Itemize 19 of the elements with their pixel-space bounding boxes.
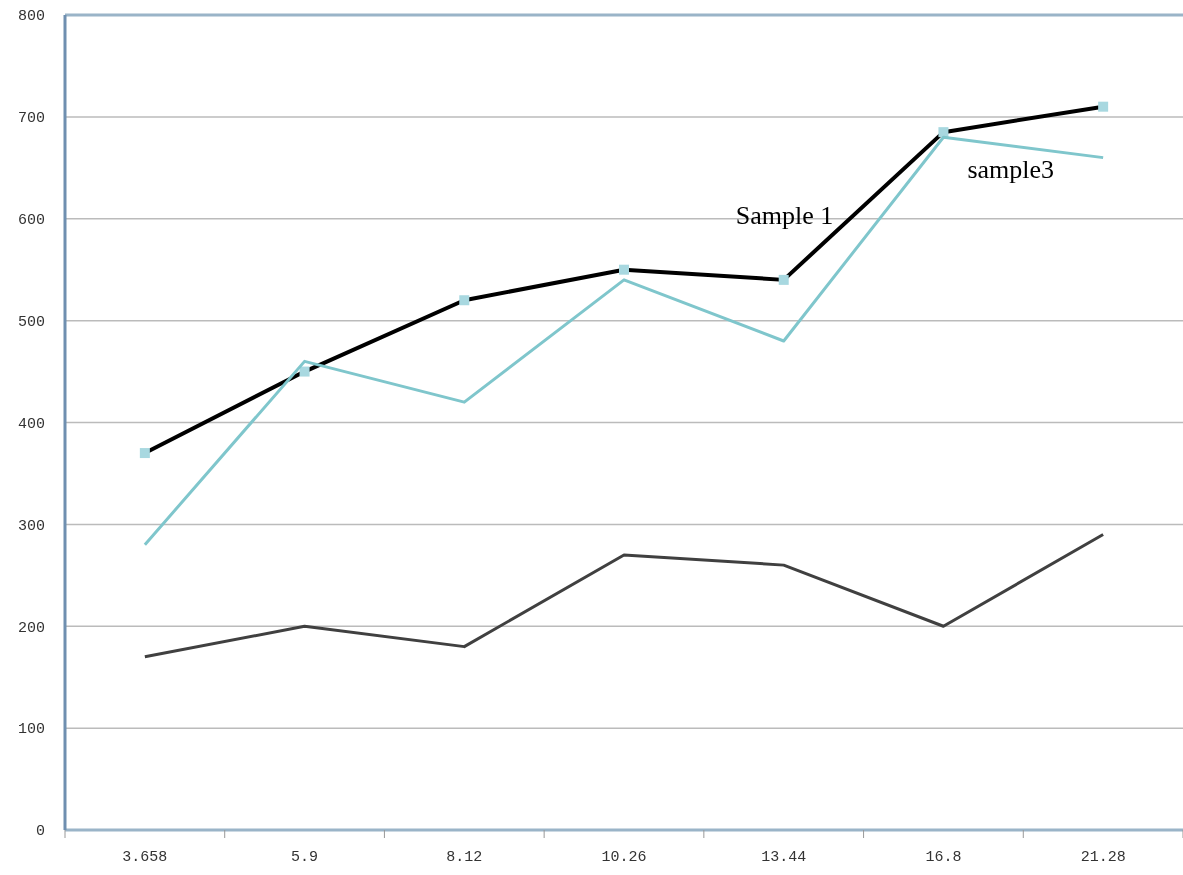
- x-tick-label: 21.28: [1080, 849, 1126, 866]
- y-tick-label: 100: [17, 721, 45, 739]
- x-tick-label: 3.658: [122, 849, 168, 866]
- x-tick-label: 5.9: [291, 849, 319, 866]
- y-tick-label: 300: [17, 517, 45, 535]
- y-tick-label: 600: [17, 212, 45, 229]
- x-tick-label: 10.26: [601, 849, 647, 866]
- series-label: Sample 1: [735, 200, 834, 230]
- y-tick-label: 0: [35, 823, 45, 841]
- x-tick-label: 13.44: [761, 849, 807, 866]
- y-tick-label: 800: [17, 8, 45, 26]
- y-tick-label: 500: [17, 313, 45, 331]
- series-label: sample3: [967, 155, 1055, 184]
- y-tick-label: 700: [17, 110, 45, 128]
- line-series: [143, 533, 1105, 659]
- x-tick-label: 16.8: [925, 849, 962, 866]
- x-tick-label: 8.12: [446, 849, 483, 866]
- y-tick-label: 200: [17, 619, 45, 637]
- y-tick-label: 400: [17, 415, 45, 433]
